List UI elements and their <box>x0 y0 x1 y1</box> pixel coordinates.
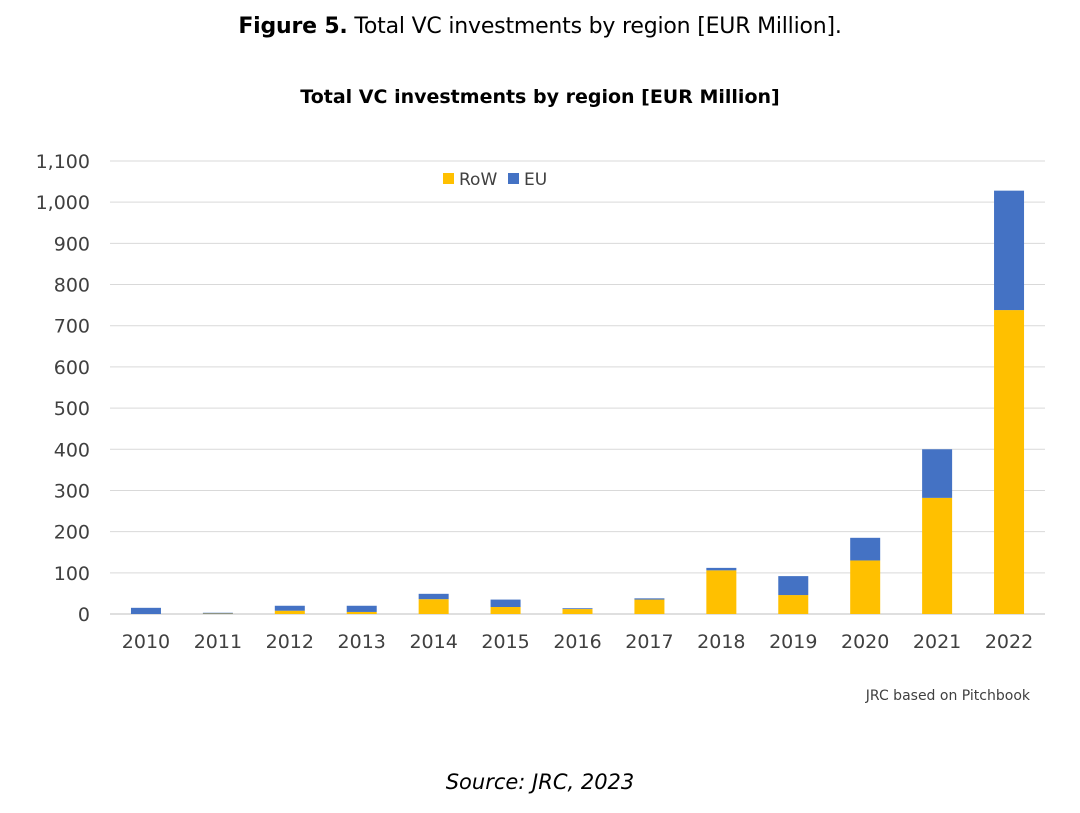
bar-eu-2011 <box>202 612 233 614</box>
x-tick-label: 2013 <box>338 631 386 653</box>
y-tick-label: 500 <box>54 398 90 420</box>
bar-row-2021 <box>922 497 953 614</box>
bar-eu-2014 <box>418 593 449 600</box>
gridlines <box>110 160 1045 615</box>
y-tick-label: 900 <box>54 233 90 255</box>
bar-eu-2018 <box>706 567 737 571</box>
bar-row-2013 <box>346 611 377 614</box>
bar-eu-2021 <box>922 449 953 498</box>
bar-eu-2015 <box>490 599 521 607</box>
figure-caption: Figure 5. Total VC investments by region… <box>0 14 1080 39</box>
bar-eu-2017 <box>634 598 665 600</box>
x-tick-label: 2015 <box>481 631 529 653</box>
y-tick-label: 1,000 <box>36 192 90 214</box>
legend-label-eu: EU <box>524 170 547 190</box>
x-tick-label: 2014 <box>409 631 457 653</box>
x-tick-label: 2022 <box>985 631 1033 653</box>
y-tick-label: 800 <box>54 275 90 297</box>
x-tick-label: 2012 <box>266 631 314 653</box>
y-tick-label: 1,100 <box>36 151 90 173</box>
x-tick-label: 2017 <box>625 631 673 653</box>
bar-row-2018 <box>706 570 737 614</box>
bar-eu-2019 <box>778 576 809 596</box>
bar-row-2020 <box>850 560 881 614</box>
x-axis-ticks: 2010 2011 2012 2013 2014 2015 2016 2017 2018 2019… <box>122 631 1033 653</box>
x-tick-label: 2016 <box>553 631 601 653</box>
bar-eu-2020 <box>850 537 881 561</box>
bar-eu-2016 <box>562 608 593 610</box>
bar-row-2019 <box>778 595 809 614</box>
x-tick-label: 2011 <box>194 631 242 653</box>
figure-caption-text: Total VC investments by region [EUR Mill… <box>354 14 842 39</box>
y-tick-label: 200 <box>54 522 90 544</box>
x-tick-label: 2019 <box>769 631 817 653</box>
x-tick-label: 2010 <box>122 631 170 653</box>
y-tick-label: 400 <box>54 439 90 461</box>
y-tick-label: 0 <box>78 604 90 626</box>
x-tick-label: 2021 <box>913 631 961 653</box>
y-axis-ticks: 0 100 200 300 400 500 600 700 800 900 1,000 1,100 <box>36 151 90 626</box>
chart-title: Total VC investments by region [EUR Mill… <box>300 86 780 108</box>
figure-number: Figure 5. <box>238 14 348 39</box>
bar-row-2015 <box>490 606 521 614</box>
x-tick-label: 2020 <box>841 631 889 653</box>
bar-row-2022 <box>994 310 1025 614</box>
bar-eu-2022 <box>994 190 1025 311</box>
y-tick-label: 600 <box>54 357 90 379</box>
x-tick-label: 2018 <box>697 631 745 653</box>
bars <box>130 190 1025 614</box>
legend-swatch-eu <box>508 173 519 184</box>
y-tick-label: 300 <box>54 480 90 502</box>
bar-row-2016 <box>562 609 593 614</box>
bar-eu-2013 <box>346 605 377 612</box>
source-note: JRC based on Pitchbook <box>865 688 1030 704</box>
bar-row-2017 <box>634 599 665 614</box>
legend-label-row: RoW <box>459 170 497 190</box>
y-tick-label: 100 <box>54 563 90 585</box>
y-tick-label: 700 <box>54 316 90 338</box>
bar-eu-2012 <box>274 605 305 611</box>
legend: RoW EU <box>443 170 547 190</box>
legend-swatch-row <box>443 173 454 184</box>
bar-row-2014 <box>418 599 449 614</box>
source-line: Source: JRC, 2023 <box>445 770 635 794</box>
bar-row-2012 <box>274 610 305 614</box>
bar-eu-2010 <box>130 607 161 614</box>
